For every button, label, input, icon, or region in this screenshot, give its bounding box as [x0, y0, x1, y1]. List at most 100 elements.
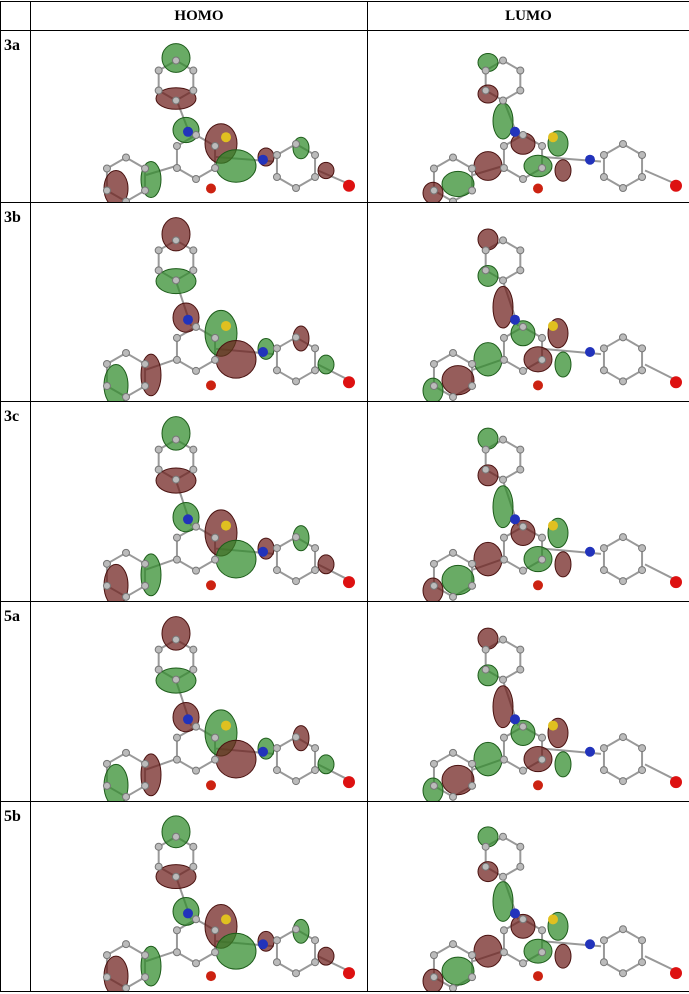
oxygen-atom — [533, 971, 543, 981]
atom — [620, 141, 627, 148]
atom — [620, 734, 627, 741]
atom — [155, 267, 162, 274]
orbital-lobe — [555, 552, 571, 577]
orbital-lobe — [493, 286, 513, 328]
oxygen-atom — [343, 576, 355, 588]
row: 5b — [1, 802, 689, 992]
atom — [312, 567, 319, 574]
orbital-lobe — [442, 366, 474, 395]
orbital-image — [31, 802, 367, 991]
atom — [273, 367, 280, 374]
orbital-lobe — [493, 486, 513, 528]
nitrogen-atom — [585, 939, 595, 949]
atom — [173, 476, 180, 483]
atom — [212, 756, 219, 763]
atom — [212, 143, 219, 150]
atom — [155, 87, 162, 94]
orbital-lobe — [216, 150, 256, 182]
atom — [430, 952, 437, 959]
orbital-lobe — [474, 152, 502, 181]
atom — [500, 927, 507, 934]
atom — [173, 143, 180, 150]
homo-cell — [31, 402, 368, 602]
atom — [639, 152, 646, 159]
nitrogen-atom — [258, 547, 268, 557]
atom — [193, 523, 200, 530]
orbital-lobe — [474, 542, 502, 576]
atom — [173, 436, 180, 443]
atom — [142, 165, 149, 172]
atom — [500, 833, 507, 840]
atom — [103, 187, 110, 194]
atom — [193, 176, 200, 183]
orbital-image — [368, 602, 689, 801]
atom — [190, 247, 197, 254]
atom — [539, 534, 546, 541]
atom — [600, 174, 607, 181]
atom — [312, 745, 319, 752]
orbital-lobe — [442, 957, 474, 985]
atom — [155, 843, 162, 850]
bond — [645, 171, 676, 185]
atom — [600, 937, 607, 944]
atom — [620, 578, 627, 585]
atom — [155, 247, 162, 254]
orbital-lobe — [216, 540, 256, 578]
nitrogen-atom — [585, 155, 595, 165]
atom — [273, 567, 280, 574]
atom — [539, 143, 546, 150]
atom — [620, 926, 627, 933]
atom — [293, 578, 300, 585]
homo-cell — [31, 602, 368, 802]
atom — [312, 959, 319, 966]
bond — [645, 956, 676, 971]
orbital-lobe — [524, 747, 552, 772]
atom — [312, 937, 319, 944]
row-label: 5b — [1, 802, 31, 992]
atom — [273, 545, 280, 552]
atom — [155, 646, 162, 653]
atom — [293, 185, 300, 192]
atom — [500, 949, 507, 956]
atom — [212, 334, 219, 341]
atom — [123, 393, 130, 400]
orbital-image — [368, 31, 689, 202]
orbital-lobe — [478, 229, 498, 250]
atom — [482, 247, 489, 254]
atom — [193, 132, 200, 139]
oxygen-atom — [343, 376, 355, 388]
orbital-lobe — [162, 816, 190, 848]
sulfur-atom — [221, 521, 231, 531]
atom — [639, 367, 646, 374]
atom — [293, 970, 300, 977]
orbital-lobe — [555, 752, 571, 777]
atom — [450, 154, 457, 161]
atom — [103, 760, 110, 767]
column-header: HOMO — [31, 2, 368, 31]
bond — [645, 764, 676, 780]
atom — [103, 560, 110, 567]
atom — [173, 636, 180, 643]
atom — [520, 132, 527, 139]
lumo-cell — [368, 802, 689, 992]
orbital-lobe — [524, 347, 552, 372]
atom — [173, 734, 180, 741]
atom — [212, 165, 219, 172]
atom — [500, 534, 507, 541]
nitrogen-atom — [183, 714, 193, 724]
nitrogen-atom — [510, 514, 520, 524]
atom — [430, 582, 437, 589]
oxygen-atom — [343, 967, 355, 979]
atom — [500, 356, 507, 363]
orbital-lobe — [493, 686, 513, 728]
orbital-lobe — [442, 765, 474, 794]
atom — [500, 756, 507, 763]
oxygen-atom — [533, 580, 543, 590]
nitrogen-atom — [510, 315, 520, 325]
atom — [193, 960, 200, 967]
atom — [539, 556, 546, 563]
atom — [142, 782, 149, 789]
atom — [142, 560, 149, 567]
oxygen-atom — [670, 376, 682, 388]
atom — [500, 143, 507, 150]
